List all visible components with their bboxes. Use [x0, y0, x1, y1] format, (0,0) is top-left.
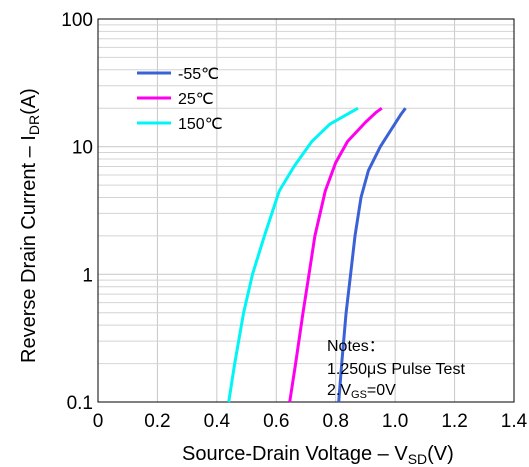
legend-label-0: -55℃ [178, 66, 219, 83]
x-tick-label: 0.8 [323, 411, 349, 432]
y-tick-labels: 0.1 1 10 100 [61, 10, 93, 414]
x-tick-label: 0.6 [263, 411, 289, 432]
x-tick-label: 0.4 [204, 411, 231, 432]
x-tick-labels: 0 0.2 0.4 0.6 0.8 1.0 1.2 1.4 [93, 411, 528, 432]
plot-frame [97, 18, 515, 403]
y-axis-label: Reverse Drain Current – IDR(A) [18, 88, 42, 363]
legend-label-2: 150℃ [178, 116, 223, 133]
x-axis-label: Source-Drain Voltage – VSD(V) [182, 443, 454, 467]
series-line-2 [227, 106, 359, 403]
notes-line-2: 2.VGS=0V [327, 382, 396, 401]
x-tick-label: 1.0 [382, 411, 408, 432]
y-tick-label: 1 [82, 265, 93, 286]
y-tick-label: 0.1 [67, 393, 93, 414]
legend-label-1: 25℃ [178, 91, 214, 108]
legend: -55℃ 25℃ 150℃ [137, 66, 223, 133]
x-tick-label: 0.2 [144, 411, 170, 432]
notes-line-1: 1.250μS Pulse Test [327, 361, 465, 378]
y-tick-label: 100 [61, 10, 93, 31]
series-layer [227, 106, 407, 403]
series-line-1 [288, 106, 383, 403]
x-tick-label: 1.2 [441, 411, 467, 432]
x-tick-label: 1.4 [501, 411, 528, 432]
series-line-0 [337, 107, 407, 403]
x-tick-label: 0 [93, 411, 104, 432]
notes-annotation: Notes： 1.250μS Pulse Test 2.VGS=0V [327, 338, 465, 401]
grid [98, 19, 514, 402]
y-tick-label: 10 [72, 138, 93, 159]
notes-title: Notes： [327, 338, 385, 355]
